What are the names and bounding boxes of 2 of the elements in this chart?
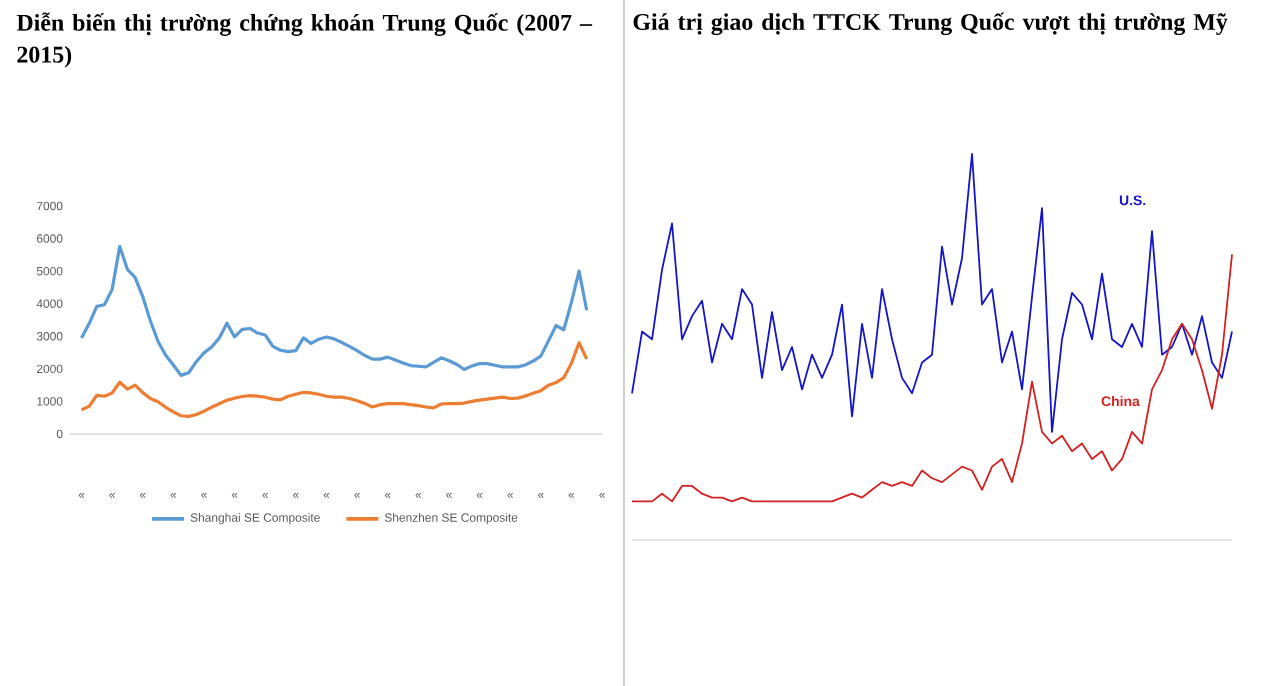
chart-title: Giá trị giao dịch TTCK Trung Quốc vượt thị trường Mỹ xyxy=(633,12,1228,36)
chart-title: Diễn biến thị trường chứng khoán Trung Quốc (2007 – 2015) xyxy=(16,12,593,68)
